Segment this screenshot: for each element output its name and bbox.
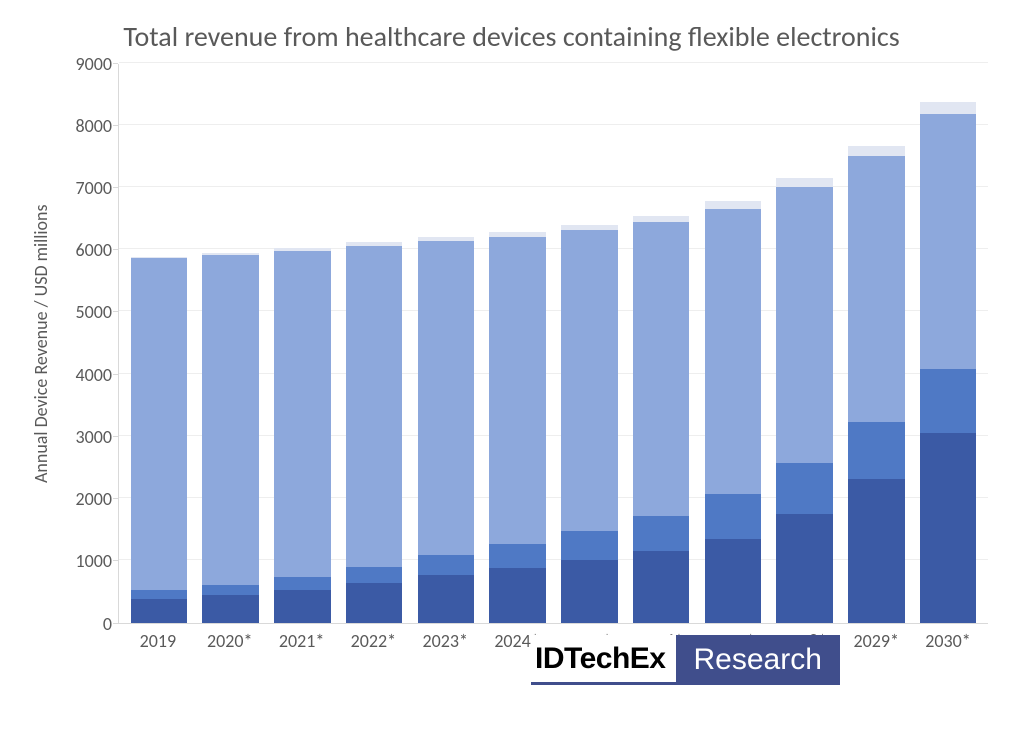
bar-segment bbox=[633, 551, 690, 623]
bar-segment bbox=[274, 590, 331, 623]
bar-segment bbox=[274, 577, 331, 590]
x-tick-label: 2023* bbox=[409, 630, 481, 652]
chart-container: Total revenue from healthcare devices co… bbox=[0, 0, 1023, 736]
bar-segment bbox=[633, 222, 690, 516]
bar-segment bbox=[920, 114, 977, 370]
x-tick-label: 2020* bbox=[194, 630, 266, 652]
bar-group bbox=[920, 102, 977, 622]
bar-group bbox=[489, 232, 546, 622]
bar-segment bbox=[848, 479, 905, 622]
y-tick-label: 5000 bbox=[76, 301, 113, 323]
y-tick-label: 8000 bbox=[76, 115, 113, 137]
bar-segment bbox=[705, 209, 762, 494]
bar-segment bbox=[776, 187, 833, 463]
bar-segment bbox=[561, 230, 618, 531]
bar-segment bbox=[202, 595, 259, 622]
bar-segment bbox=[776, 178, 833, 187]
bar-segment bbox=[776, 514, 833, 623]
y-axis-label: Annual Device Revenue / USD millions bbox=[30, 64, 60, 624]
x-tick-label: 2029* bbox=[840, 630, 912, 652]
bar-group bbox=[418, 237, 475, 623]
bar-group bbox=[633, 216, 690, 623]
y-tick-label: 4000 bbox=[76, 364, 113, 386]
bar-segment bbox=[848, 146, 905, 156]
x-tick-label: 2019 bbox=[122, 630, 194, 652]
y-tick-label: 0 bbox=[103, 613, 112, 635]
bar-segment bbox=[346, 246, 403, 567]
plot-area: Annual Device Revenue / USD millions 010… bbox=[30, 64, 993, 624]
bar-segment bbox=[274, 251, 331, 577]
bar-group bbox=[848, 146, 905, 623]
bar-group bbox=[274, 248, 331, 623]
bar-segment bbox=[489, 237, 546, 544]
y-tick-label: 1000 bbox=[76, 550, 113, 572]
x-tick-label: 2021* bbox=[266, 630, 338, 652]
bar-segment bbox=[131, 258, 188, 590]
bar-segment bbox=[418, 575, 475, 622]
bar-segment bbox=[202, 255, 259, 585]
bar-group bbox=[705, 201, 762, 622]
bar-segment bbox=[131, 590, 188, 599]
bar-segment bbox=[705, 494, 762, 539]
y-tick-label: 7000 bbox=[76, 177, 113, 199]
bar-segment bbox=[920, 369, 977, 432]
x-tick-label: 2030* bbox=[912, 630, 984, 652]
bar-segment bbox=[202, 585, 259, 596]
y-tick-label: 9000 bbox=[76, 53, 113, 75]
bar-segment bbox=[561, 531, 618, 560]
bar-segment bbox=[776, 463, 833, 514]
bar-segment bbox=[346, 567, 403, 583]
bar-group bbox=[346, 242, 403, 622]
logo-research: Research bbox=[676, 635, 840, 685]
y-tick-label: 6000 bbox=[76, 239, 113, 261]
bars-row bbox=[119, 64, 988, 623]
bar-group bbox=[131, 257, 188, 623]
bar-segment bbox=[705, 201, 762, 208]
bar-segment bbox=[346, 583, 403, 623]
bar-segment bbox=[561, 560, 618, 622]
bar-segment bbox=[920, 102, 977, 113]
bar-segment bbox=[418, 241, 475, 556]
bar-segment bbox=[920, 433, 977, 623]
grid-line bbox=[119, 62, 988, 63]
bar-group bbox=[561, 225, 618, 623]
y-tick-label: 3000 bbox=[76, 426, 113, 448]
bar-segment bbox=[131, 599, 188, 623]
chart-title: Total revenue from healthcare devices co… bbox=[30, 20, 993, 54]
bar-group bbox=[202, 253, 259, 623]
bar-segment bbox=[848, 156, 905, 422]
bar-segment bbox=[418, 555, 475, 575]
bar-group bbox=[776, 178, 833, 622]
bars-region bbox=[118, 64, 988, 624]
logo-overlay: IDTechEx Research bbox=[531, 635, 840, 685]
x-tick-label: 2022* bbox=[337, 630, 409, 652]
y-axis: 0100020003000400050006000700080009000 bbox=[60, 64, 118, 624]
bar-segment bbox=[705, 539, 762, 623]
bar-segment bbox=[633, 516, 690, 551]
bar-segment bbox=[489, 568, 546, 622]
logo-idtechex: IDTechEx bbox=[531, 635, 676, 685]
bar-segment bbox=[489, 544, 546, 568]
bar-segment bbox=[848, 422, 905, 479]
y-tick-label: 2000 bbox=[76, 488, 113, 510]
